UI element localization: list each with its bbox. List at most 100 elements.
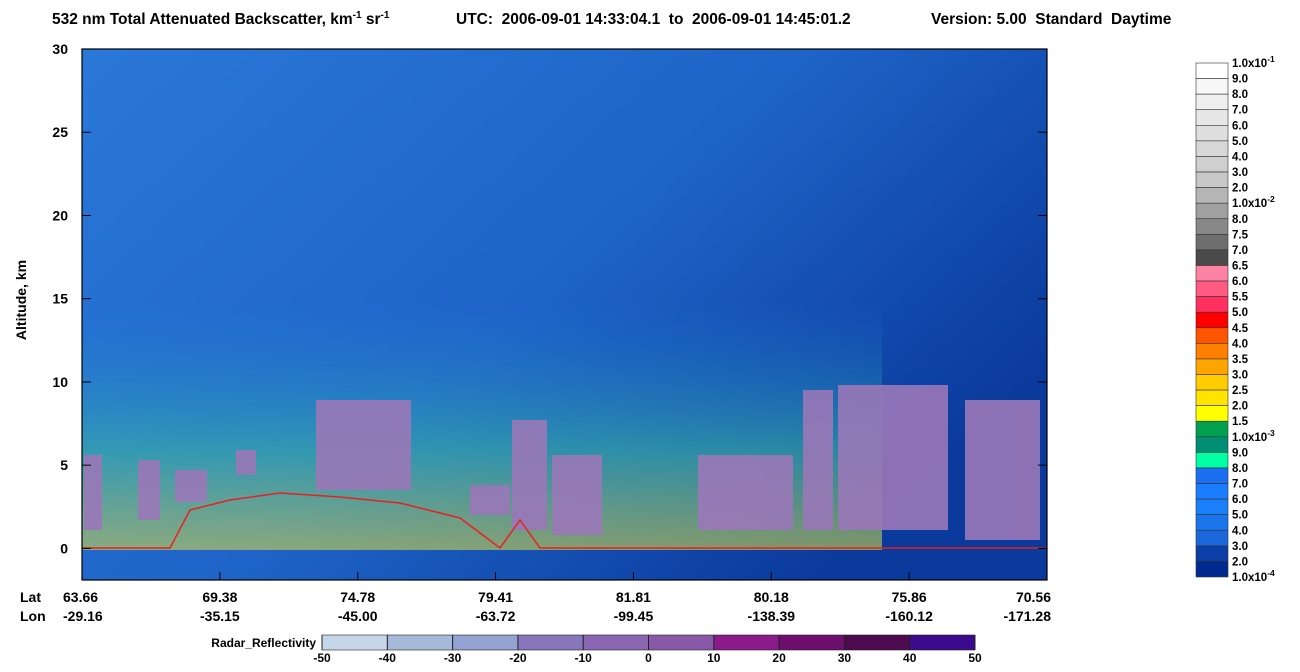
colorbar-box bbox=[1195, 265, 1229, 282]
radar-colorbar-box bbox=[648, 634, 715, 651]
colorbar-label: 5.0 bbox=[1232, 510, 1248, 522]
colorbar-box bbox=[1195, 93, 1229, 111]
colorbar-label: 9.0 bbox=[1232, 447, 1248, 459]
y-tick-label: 25 bbox=[52, 124, 68, 140]
colorbar-box bbox=[1195, 156, 1229, 173]
radar-colorbar-box bbox=[713, 634, 780, 651]
colorbar-box bbox=[1195, 467, 1229, 484]
colorbar-label-exponent: -3 bbox=[1267, 428, 1275, 438]
radar-colorbar-box bbox=[452, 634, 519, 651]
radar-colorbar-box bbox=[909, 634, 976, 651]
y-tick-label: 10 bbox=[52, 374, 68, 390]
time-range: UTC: 2006-09-01 14:33:04.1 to 2006-09-01… bbox=[456, 11, 851, 28]
radar-colorbar-box bbox=[517, 634, 584, 651]
colorbar-box bbox=[1195, 280, 1229, 297]
lat-tick-label: 74.78 bbox=[340, 589, 375, 605]
colorbar-label: 3.0 bbox=[1232, 167, 1248, 179]
colorbar-box bbox=[1195, 125, 1229, 142]
version: Version: 5.00 Standard Daytime bbox=[931, 11, 1172, 28]
lat-tick-label: 70.56 bbox=[1016, 589, 1051, 605]
radar-colorbar-tick-label: -40 bbox=[379, 651, 397, 665]
colorbar-label: 7.0 bbox=[1232, 479, 1248, 491]
lat-label: Lat bbox=[20, 589, 41, 605]
colorbar-box bbox=[1195, 171, 1229, 188]
lon-tick-label: -29.16 bbox=[63, 608, 103, 624]
radar-colorbar-box bbox=[386, 634, 453, 651]
colorbar-label: 6.0 bbox=[1232, 276, 1248, 288]
colorbar-box bbox=[1195, 78, 1229, 95]
lon-tick-label: -160.12 bbox=[885, 608, 933, 624]
colorbar-label: 7.0 bbox=[1232, 105, 1248, 117]
colorbar-label: 4.5 bbox=[1232, 323, 1249, 335]
colorbar-label-base: 1.0x10 bbox=[1232, 58, 1267, 70]
colorbar-label-exponent: -1 bbox=[1267, 54, 1275, 64]
colorbar-box bbox=[1195, 62, 1229, 79]
colorbar-box bbox=[1195, 405, 1229, 422]
radar-colorbar-box bbox=[844, 634, 911, 651]
lon-tick-label: -35.15 bbox=[200, 608, 240, 624]
radar-colorbar-tick-label: -50 bbox=[313, 651, 331, 665]
colorbar-box bbox=[1195, 249, 1229, 266]
colorbar-label: 6.0 bbox=[1232, 120, 1248, 132]
colorbar-label: 9.0 bbox=[1232, 74, 1248, 86]
colorbar-label-exponent: -2 bbox=[1267, 194, 1275, 204]
radar-colorbar-tick-label: 50 bbox=[968, 651, 982, 665]
colorbar-label: 4.0 bbox=[1232, 338, 1248, 350]
colorbar-box bbox=[1195, 358, 1229, 375]
lon-tick-label: -63.72 bbox=[476, 608, 516, 624]
colorbar-box bbox=[1195, 327, 1229, 344]
colorbar-label: 4.0 bbox=[1232, 151, 1248, 163]
y-axis-label: Altitude, km bbox=[13, 260, 29, 340]
colorbar-label: 7.0 bbox=[1232, 245, 1248, 257]
colorbar-box bbox=[1195, 498, 1229, 515]
colorbar-box bbox=[1195, 561, 1229, 578]
radar-colorbar-box bbox=[778, 634, 845, 651]
y-tick-label: 0 bbox=[60, 540, 68, 556]
plot-frame bbox=[81, 48, 1048, 581]
radar-colorbar-tick-label: 40 bbox=[903, 651, 917, 665]
colorbar-label: 2.0 bbox=[1232, 556, 1248, 568]
lat-tick-label: 79.41 bbox=[478, 589, 513, 605]
colorbar-label: 3.5 bbox=[1232, 354, 1249, 366]
radar-colorbar-tick-label: 0 bbox=[645, 651, 652, 665]
colorbar-box bbox=[1195, 389, 1229, 406]
colorbar-box bbox=[1195, 218, 1229, 235]
lon-label: Lon bbox=[20, 608, 46, 624]
colorbar-box bbox=[1195, 374, 1229, 391]
lon-tick-label: -99.45 bbox=[614, 608, 654, 624]
colorbar-label: 2.5 bbox=[1232, 385, 1249, 397]
radar-colorbar-tick-label: -30 bbox=[444, 651, 462, 665]
colorbar-box bbox=[1195, 452, 1229, 469]
lon-tick-label: -138.39 bbox=[748, 608, 796, 624]
colorbar-box bbox=[1195, 187, 1229, 204]
radar-colorbar-box bbox=[321, 634, 388, 651]
lat-tick-label: 75.86 bbox=[892, 589, 927, 605]
lat-tick-label: 63.66 bbox=[63, 589, 98, 605]
radar-colorbar-tick-label: 20 bbox=[772, 651, 786, 665]
colorbar-label: 5.0 bbox=[1232, 307, 1248, 319]
radar-colorbar-tick-label: -20 bbox=[509, 651, 527, 665]
colorbar-box bbox=[1195, 140, 1229, 157]
colorbar-label: 7.5 bbox=[1232, 229, 1249, 241]
colorbar-label: 1.0x10-2 bbox=[1232, 194, 1275, 210]
colorbar-box bbox=[1195, 514, 1229, 531]
radar-colorbar-tick-label: 30 bbox=[838, 651, 852, 665]
colorbar-box bbox=[1195, 296, 1229, 313]
colorbar-label: 4.0 bbox=[1232, 525, 1248, 537]
y-tick-label: 20 bbox=[52, 207, 68, 223]
colorbar-box bbox=[1195, 343, 1229, 360]
colorbar-box bbox=[1195, 420, 1229, 438]
radar-colorbar-tick-label: -10 bbox=[575, 651, 593, 665]
y-tick-label: 15 bbox=[52, 291, 68, 307]
colorbar-label-base: 1.0x10 bbox=[1232, 572, 1267, 584]
colorbar-label: 1.0x10-1 bbox=[1232, 54, 1275, 70]
colorbar-box bbox=[1195, 529, 1229, 547]
lon-tick-label: -171.28 bbox=[1004, 608, 1052, 624]
colorbar-label-exponent: -4 bbox=[1267, 568, 1275, 578]
colorbar-label: 1.5 bbox=[1232, 416, 1249, 428]
radar-colorbar-tick-label: 10 bbox=[707, 651, 721, 665]
title-text: sr bbox=[362, 11, 381, 28]
colorbar-label: 3.0 bbox=[1232, 370, 1248, 382]
